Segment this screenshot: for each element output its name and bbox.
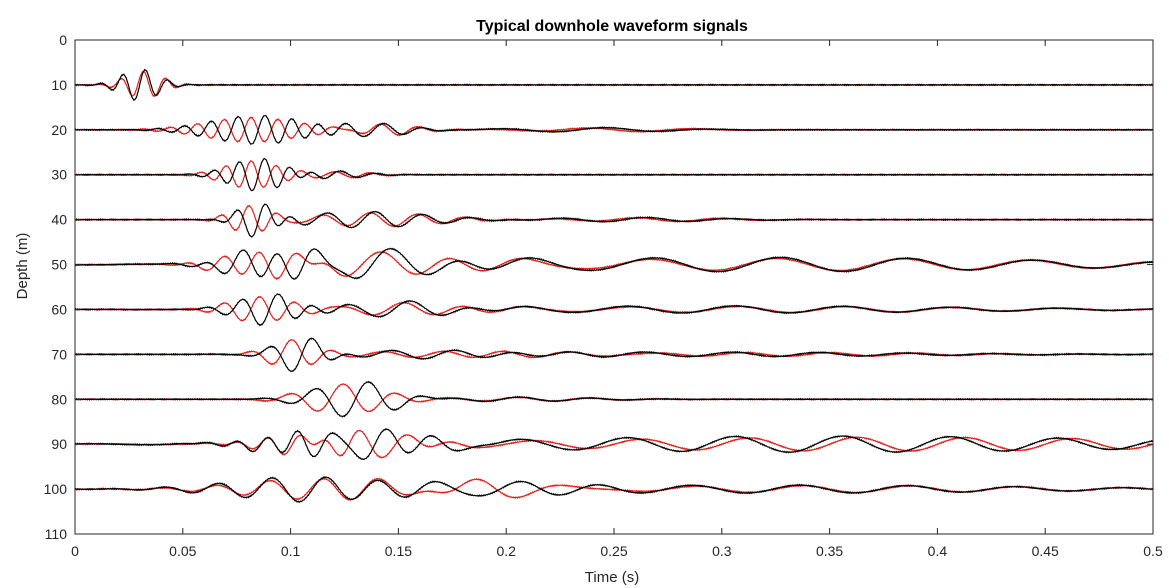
- y-axis-label: Depth (m): [14, 233, 31, 300]
- x-tick-label: 0.3: [712, 543, 732, 559]
- x-tick-label: 0.1: [281, 543, 301, 559]
- x-tick-label: 0.5: [1143, 543, 1163, 559]
- y-tick-label: 70: [51, 346, 67, 362]
- x-tick-label: 0: [71, 543, 79, 559]
- x-tick-label: 0.4: [928, 543, 948, 559]
- x-axis-label: Time (s): [585, 569, 639, 586]
- x-tick-label: 0.25: [600, 543, 627, 559]
- y-tick-label: 60: [51, 301, 67, 317]
- chart-title: Typical downhole waveform signals: [476, 18, 748, 35]
- waveform-red-depth-90: [74, 429, 1154, 459]
- waveform-black-depth-60: [74, 293, 1154, 327]
- x-tick-label: 0.05: [169, 543, 196, 559]
- x-tick-label: 0.15: [385, 543, 412, 559]
- waveform-black-depth-10: [74, 68, 1154, 101]
- waveform-black-depth-90: [74, 428, 1154, 460]
- y-tick-label: 20: [51, 122, 67, 138]
- y-tick-label: 10: [51, 77, 67, 93]
- y-tick-label: 110: [45, 526, 68, 542]
- waveform-black-depth-50: [74, 247, 1154, 281]
- y-tick-label: 90: [51, 436, 67, 452]
- waveform-black-depth-80: [74, 380, 1154, 418]
- y-tick-label: 80: [51, 391, 67, 407]
- waveform-black-depth-40: [74, 203, 1154, 238]
- waveform-black-depth-20: [74, 114, 1154, 145]
- waveform-black-depth-100: [74, 476, 1154, 504]
- waveform-black-depth-30: [74, 157, 1154, 192]
- plot-area: 0 0.05 0.1 0.15 0.2 0.25 0.3 0.35 0.4 0.45 0.5 0 10 2…: [44, 32, 1163, 559]
- x-tick-label: 0.2: [496, 543, 516, 559]
- y-tick-label: 100: [44, 481, 68, 497]
- x-tick-label: 0.45: [1032, 543, 1059, 559]
- x-tick-label: 0.35: [816, 543, 843, 559]
- y-tick-label: 40: [51, 212, 67, 228]
- y-tick-label: 0: [59, 32, 67, 48]
- plot-frame: [74, 39, 1154, 535]
- y-tick-label: 30: [51, 167, 67, 183]
- y-tick-label: 50: [51, 257, 67, 273]
- waveform-black-depth-70: [74, 337, 1154, 373]
